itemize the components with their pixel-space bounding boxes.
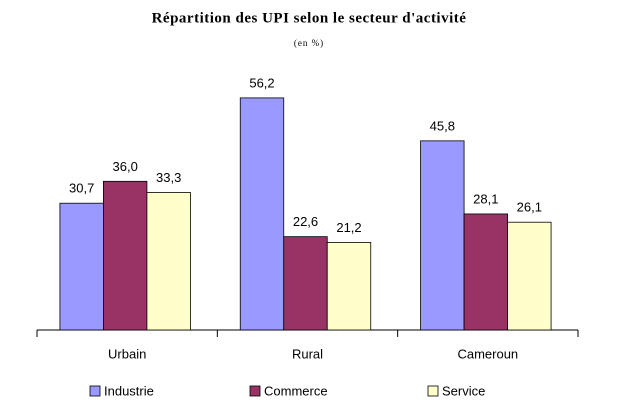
legend-label: Service	[442, 383, 485, 398]
data-label: 22,6	[293, 214, 318, 229]
x-tick-label: Cameroun	[457, 346, 518, 361]
x-tick-label: Rural	[292, 346, 323, 361]
bar	[103, 180, 148, 331]
chart-subtitle: (en %)	[294, 38, 324, 48]
bar	[239, 97, 285, 331]
bar	[507, 221, 552, 331]
legend-label: Industrie	[104, 383, 154, 398]
x-tick-label: Urbain	[108, 346, 146, 361]
data-label: 21,2	[336, 220, 361, 235]
bar	[146, 192, 191, 331]
bar	[59, 202, 104, 331]
data-label: 56,2	[249, 75, 274, 90]
data-label: 30,7	[69, 181, 94, 196]
legend-swatch	[427, 385, 439, 397]
legend-swatch	[249, 385, 261, 397]
bar	[326, 242, 372, 331]
data-label: 26,1	[517, 200, 542, 215]
bar	[463, 213, 508, 331]
bar	[420, 140, 465, 331]
bar	[283, 236, 328, 331]
legend-label: Commerce	[264, 383, 328, 398]
data-label: 36,0	[113, 159, 138, 174]
data-label: 28,1	[473, 191, 498, 206]
legend-swatch	[89, 385, 101, 397]
chart-title: Répartition des UPI selon le secteur d'a…	[152, 10, 467, 26]
data-label: 45,8	[430, 118, 455, 133]
data-label: 33,3	[156, 170, 181, 185]
